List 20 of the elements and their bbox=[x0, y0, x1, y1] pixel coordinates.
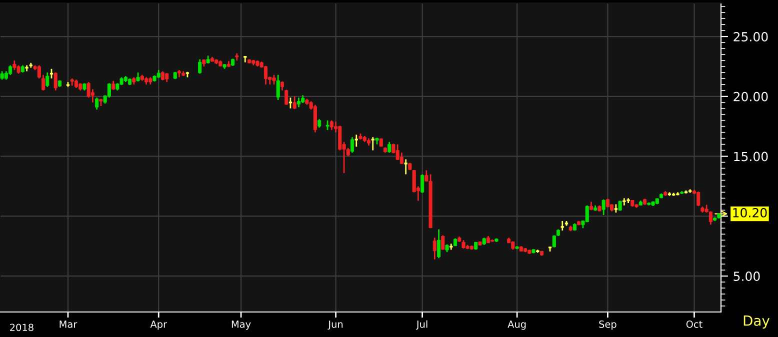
y-tick-label: 20.00 bbox=[734, 92, 768, 102]
x-tick-label: Sep bbox=[599, 320, 616, 330]
x-tick-label: Apr bbox=[150, 320, 168, 330]
text: 2018 bbox=[10, 324, 34, 332]
text: 10.20 bbox=[733, 208, 767, 218]
candlestick bbox=[379, 138, 383, 148]
x-tick-label: Jul bbox=[416, 320, 428, 330]
candlestick bbox=[490, 238, 494, 243]
x-tick-label: Oct bbox=[686, 320, 702, 328]
x-tick-label: Jun bbox=[328, 320, 343, 330]
y-tick-label: 5.00 bbox=[734, 272, 760, 281]
x-tick-label: May bbox=[232, 320, 251, 330]
candlestick bbox=[647, 202, 651, 206]
candlestick bbox=[680, 190, 684, 195]
x-tick-label: Aug bbox=[508, 320, 526, 330]
y-tick-label: 25.00 bbox=[734, 32, 768, 42]
y-tick-label: 15.00 bbox=[734, 152, 768, 162]
x-tick-label: Mar bbox=[60, 320, 78, 328]
candlestick bbox=[528, 249, 532, 255]
text: Day bbox=[744, 316, 770, 329]
